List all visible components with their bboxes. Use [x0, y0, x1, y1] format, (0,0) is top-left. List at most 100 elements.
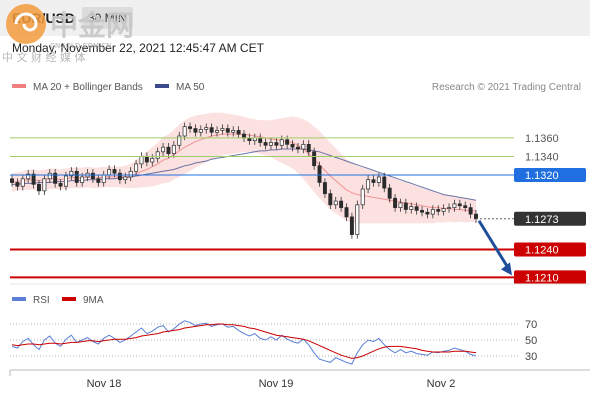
level-support: 1.1210 [10, 270, 586, 285]
level-label: 1.1210 [525, 272, 559, 284]
forecast-arrow-head [501, 262, 512, 276]
candle-body [317, 165, 322, 183]
candle [333, 196, 338, 209]
watermark-site: CNGOLD.COM.CN [50, 42, 111, 50]
candle-body [134, 163, 139, 172]
candle-body [58, 183, 63, 187]
candle-body [31, 173, 36, 185]
candle-body [436, 209, 441, 212]
rsi-ma-legend-label: 9MA [83, 295, 104, 306]
level-lines: 1.1360 1.1340 1.1320 1.1273 1.1240 1.1210 [10, 133, 586, 285]
watermark-name: 中金网 [50, 9, 134, 42]
candle-body [74, 170, 79, 183]
candle [441, 204, 446, 216]
ma50-legend-label: MA 50 [176, 82, 205, 93]
candle-body [204, 127, 209, 130]
rsi-plot: 70 50 30 [10, 319, 537, 365]
candle-body [123, 176, 128, 181]
candle-body [47, 172, 52, 180]
candle [393, 194, 398, 212]
candle [339, 196, 344, 212]
candle-body [182, 126, 187, 137]
candle [436, 205, 441, 216]
level-label: 1.1320 [525, 170, 559, 182]
candle-body [209, 127, 214, 133]
candle [263, 138, 268, 150]
rsi-tick-label: 30 [525, 351, 537, 363]
candle [47, 169, 52, 183]
candle [274, 138, 279, 150]
rsi-line [11, 320, 477, 365]
candle [166, 142, 171, 158]
candle-body [322, 182, 327, 195]
price-legend: MA 20 + Bollinger Bands MA 50 Research ©… [12, 82, 581, 93]
candle-body [96, 178, 101, 183]
candle [69, 167, 74, 181]
candle-body [53, 172, 58, 184]
x-tick-nov22: Nov 2 [427, 378, 456, 390]
candle [301, 140, 306, 154]
candle-body [306, 144, 311, 153]
candle [447, 203, 451, 213]
cngold-watermark: 中金网 CNGOLD.COM.CN 中 文 财 经 媒 体 [2, 4, 134, 64]
candle [26, 169, 31, 183]
candle-body [225, 128, 230, 133]
candle [403, 198, 408, 214]
candle [322, 178, 327, 198]
candle-body [355, 204, 360, 235]
rsi-gridline: 30 [10, 351, 537, 363]
candle-body [339, 200, 344, 208]
candle-body [220, 128, 225, 131]
candle-body [420, 210, 425, 213]
level-resistance: 1.1360 [10, 133, 559, 145]
candle-body [63, 175, 68, 187]
level-tag [514, 270, 586, 285]
candle [425, 208, 430, 219]
level-label: 1.1273 [525, 214, 559, 226]
candle-body [312, 151, 317, 167]
candle-body [344, 207, 349, 218]
candle-body [414, 206, 419, 211]
candle-body [117, 172, 122, 181]
candle [188, 122, 193, 133]
candle [387, 183, 392, 203]
candle-body [37, 184, 41, 192]
bollinger-legend-label: MA 20 + Bollinger Bands [33, 82, 143, 93]
rsi-legend-swatch [12, 297, 26, 301]
level-support: 1.1240 [10, 242, 586, 257]
rsi-legend-label: RSI [33, 295, 50, 306]
candle-body [333, 200, 338, 206]
candle-body [393, 197, 398, 208]
candle-body [425, 211, 430, 215]
candle [306, 140, 311, 156]
candle-body [188, 126, 193, 129]
forecast-arrow [477, 219, 511, 271]
candle [15, 178, 20, 191]
candle [177, 131, 182, 150]
candle [430, 205, 435, 219]
candle [328, 189, 333, 209]
candle-body [398, 202, 403, 208]
candle-body [80, 176, 85, 183]
candle-body [376, 176, 381, 183]
level-label: 1.1340 [525, 151, 559, 163]
candle-body [430, 209, 435, 215]
candle [209, 123, 214, 137]
candle [269, 138, 273, 150]
candle-body [463, 205, 468, 208]
candle-body [15, 182, 20, 187]
candle [171, 141, 176, 158]
level-current: 1.1273 [476, 211, 586, 226]
candle [371, 175, 376, 187]
candle-body [10, 178, 14, 183]
candle-body [457, 203, 462, 207]
candle [236, 126, 241, 139]
candle [53, 169, 58, 188]
candle-body [90, 172, 95, 180]
candle-body [295, 146, 300, 150]
candle [355, 200, 360, 239]
timeframe-button[interactable]: 30 MIN [82, 7, 133, 29]
candle-body [139, 156, 144, 165]
candle-body [474, 213, 478, 220]
